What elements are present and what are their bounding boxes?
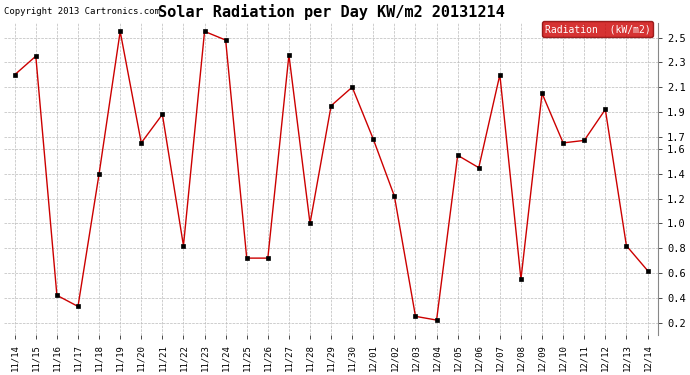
Legend: Radiation  (kW/m2): Radiation (kW/m2) <box>542 21 653 37</box>
Title: Solar Radiation per Day KW/m2 20131214: Solar Radiation per Day KW/m2 20131214 <box>158 4 504 20</box>
Text: Copyright 2013 Cartronics.com: Copyright 2013 Cartronics.com <box>4 8 160 16</box>
